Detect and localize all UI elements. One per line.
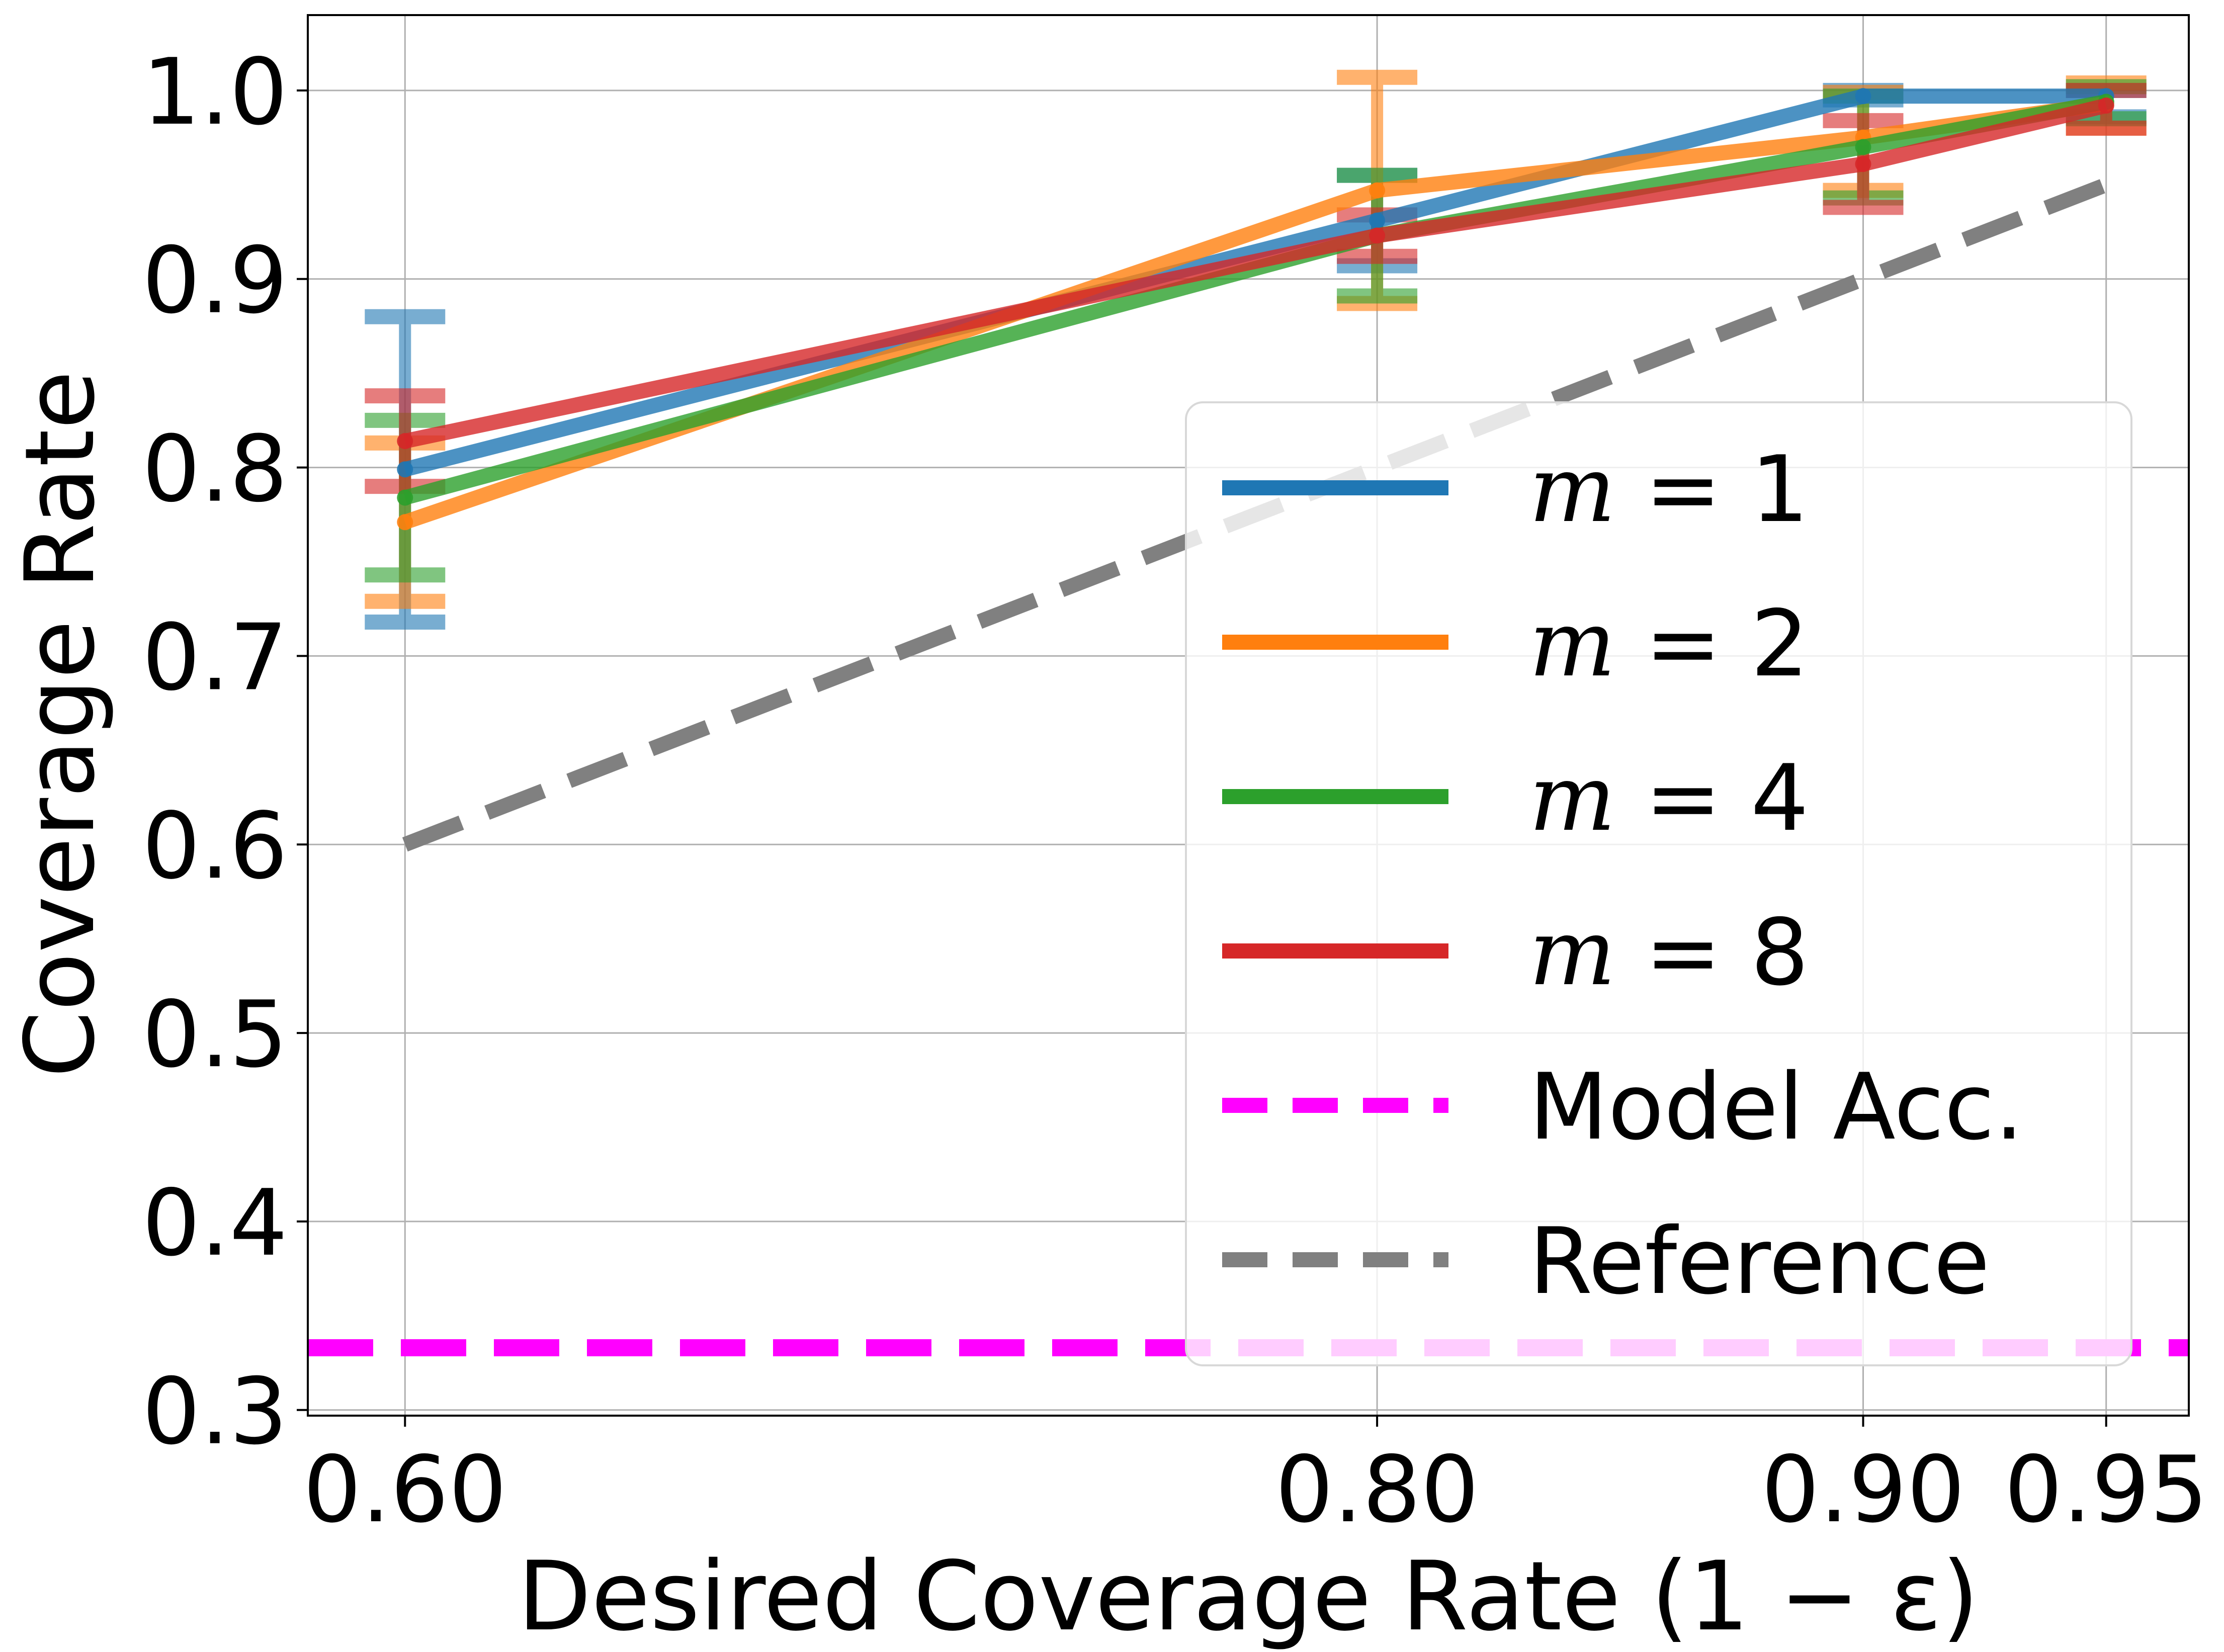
data-point (2098, 97, 2114, 114)
x-tick-label: 0.90 (1761, 1436, 1965, 1543)
data-point (397, 514, 413, 531)
data-point (397, 489, 413, 506)
x-axis-label: Desired Coverage Rate (1 − ε) (518, 1541, 1979, 1652)
legend-label: Model Acc. (1529, 1054, 2024, 1160)
data-point (397, 433, 413, 450)
y-tick-label: 0.3 (142, 1358, 288, 1465)
legend-label: Reference (1529, 1208, 1990, 1315)
y-tick-label: 0.6 (142, 793, 288, 899)
axis-ticks: 0.60 0.80 0.90 0.95 0.3 0.4 0.5 0.6 0.7 0.8 0.9 1.0 (142, 39, 2208, 1543)
y-tick-label: 0.4 (142, 1170, 288, 1276)
y-tick-label: 0.8 (142, 416, 288, 523)
y-tick-label: 0.7 (142, 604, 288, 711)
data-point (397, 461, 413, 478)
data-point (1369, 227, 1386, 244)
reference-line (402, 178, 2109, 852)
legend-label: m = 1 (1529, 436, 1809, 543)
legend: m = 1 m = 2 m = 4 m = 8 Model Acc. Reference (1185, 401, 2132, 1366)
plot-frame (307, 14, 2190, 1417)
y-tick-label: 0.9 (142, 227, 288, 334)
legend-label: m = 2 (1529, 590, 1809, 697)
data-point (1855, 156, 1871, 172)
y-tick-label: 1.0 (142, 39, 288, 145)
x-tick-label: 0.60 (303, 1436, 507, 1543)
x-tick-label: 0.95 (2004, 1436, 2208, 1543)
y-axis-label: Coverage Rate (5, 371, 116, 1078)
data-point (1369, 212, 1386, 229)
legend-label: m = 4 (1529, 745, 1809, 851)
data-point (1855, 88, 1871, 105)
y-tick-label: 0.5 (142, 981, 288, 1088)
legend-label: m = 8 (1529, 899, 1809, 1006)
x-tick-label: 0.80 (1275, 1436, 1479, 1543)
series-line-4 (403, 98, 2108, 449)
data-point (1855, 139, 1871, 155)
data-point (1369, 182, 1386, 199)
series-line-3 (403, 94, 2108, 505)
